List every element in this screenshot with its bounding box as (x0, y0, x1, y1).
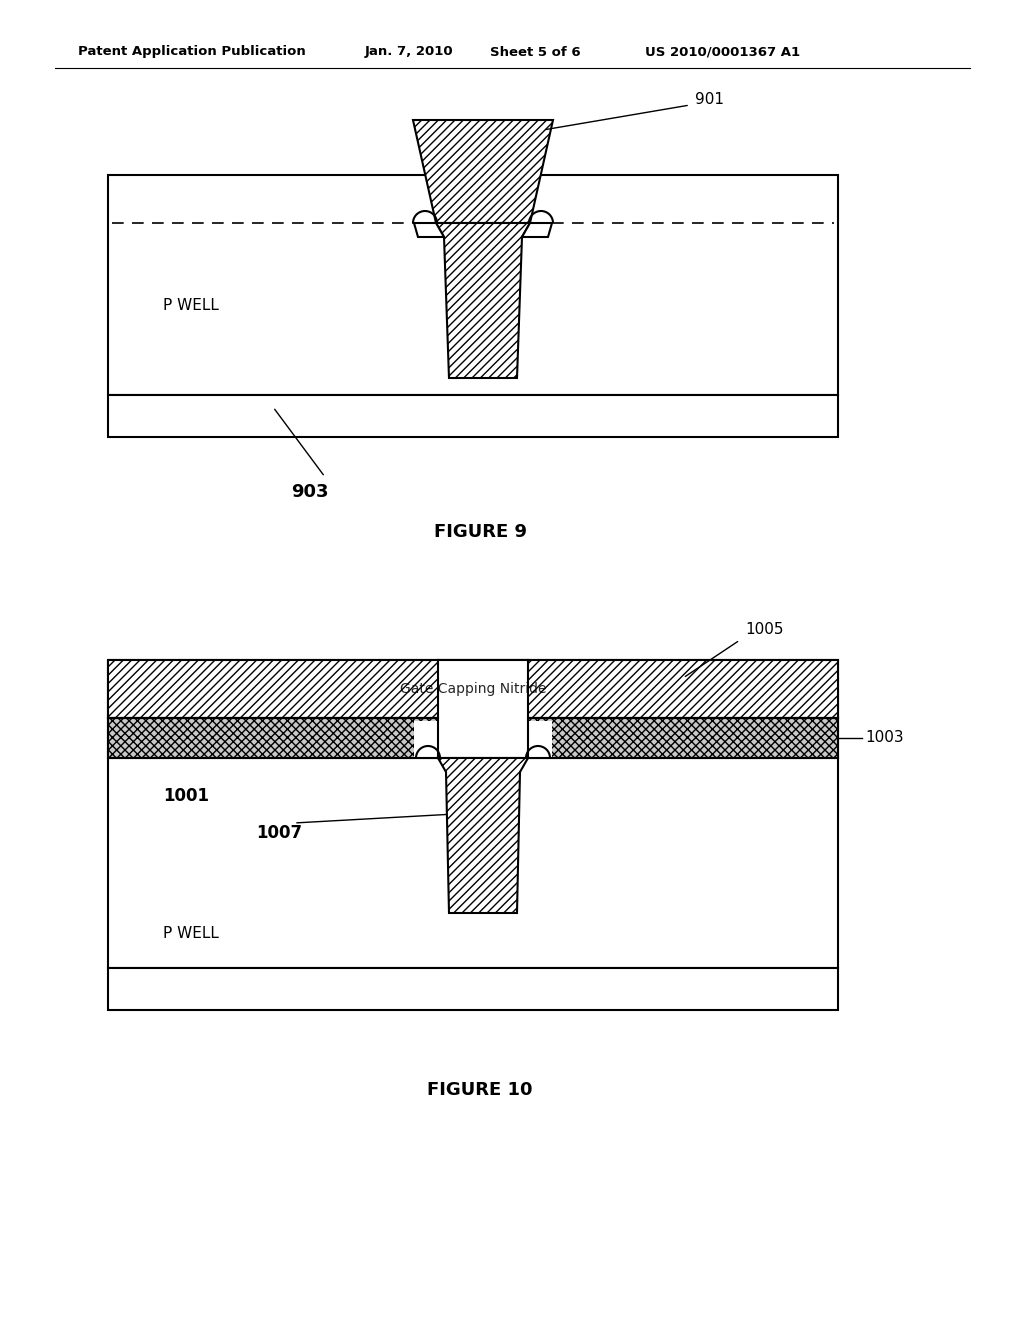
Text: Sheet 5 of 6: Sheet 5 of 6 (490, 45, 581, 58)
Bar (524, 721, 552, 759)
Bar (414, 721, 442, 759)
Text: 1007: 1007 (256, 824, 302, 842)
Bar (108, 718, 838, 758)
Bar (108, 968, 838, 1010)
Text: Jan. 7, 2010: Jan. 7, 2010 (365, 45, 454, 58)
Text: Patent Application Publication: Patent Application Publication (78, 45, 306, 58)
Polygon shape (522, 223, 552, 238)
FancyBboxPatch shape (108, 176, 838, 395)
Polygon shape (414, 223, 444, 238)
FancyBboxPatch shape (108, 395, 838, 437)
Text: US 2010/0001367 A1: US 2010/0001367 A1 (645, 45, 800, 58)
Bar (108, 660, 838, 718)
Text: FIGURE 9: FIGURE 9 (433, 523, 526, 541)
Text: Gate Capping Nitride: Gate Capping Nitride (399, 682, 546, 696)
Bar (108, 660, 838, 968)
Text: 903: 903 (291, 483, 329, 502)
Polygon shape (438, 758, 528, 913)
Polygon shape (436, 223, 530, 378)
Text: 1005: 1005 (745, 623, 783, 638)
Text: 1003: 1003 (865, 730, 903, 746)
Bar (437, 660, 529, 758)
Text: P WELL: P WELL (163, 297, 219, 313)
Polygon shape (413, 120, 553, 223)
Text: FIGURE 10: FIGURE 10 (427, 1081, 532, 1100)
Text: P WELL: P WELL (163, 925, 219, 940)
Text: 1001: 1001 (163, 787, 209, 805)
Text: 901: 901 (695, 92, 724, 107)
